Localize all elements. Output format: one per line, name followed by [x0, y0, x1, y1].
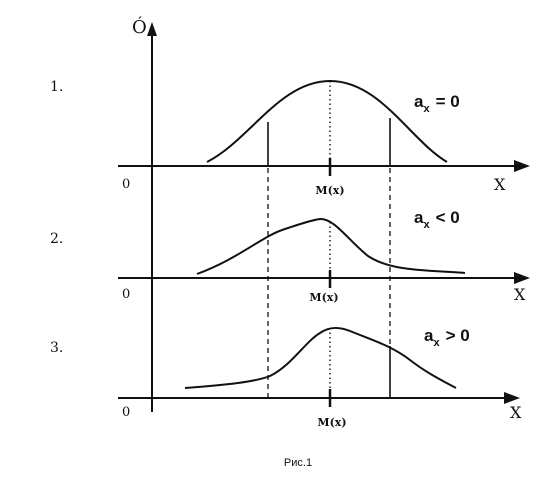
- panel-1-origin-label: 0: [122, 177, 130, 192]
- panel-1-density-curve: [206, 79, 448, 163]
- y-axis-label: Ó: [132, 15, 147, 38]
- panel-3-origin-label: 0: [122, 405, 130, 420]
- panel-1-mean-label: M(x): [315, 184, 344, 197]
- panel-1-x-axis-label: X: [494, 175, 506, 194]
- panel-3-x-axis-arrow: [504, 392, 520, 404]
- panel-3-number: 3.: [50, 340, 63, 356]
- panel-2-x-axis-label: X: [514, 285, 526, 304]
- panel-3-x-axis-label: X: [510, 403, 522, 422]
- panel-1-number: 1.: [50, 79, 63, 95]
- y-axis-arrow: [147, 22, 157, 36]
- panel-2-number: 2.: [50, 231, 63, 247]
- panel-2-density-curve: [196, 217, 466, 275]
- panel-2-x-axis-arrow: [514, 272, 530, 284]
- panel-1-asymmetry-label: ax = 0: [414, 92, 460, 115]
- panel-2-origin-label: 0: [122, 287, 130, 302]
- panel-3-density-curve: [184, 326, 457, 389]
- panel-1: 1. 0 X M(x) ax = 0: [50, 79, 530, 197]
- panel-3: 3. 0 X M(x) ax > 0: [50, 326, 522, 429]
- panel-3-mean-label: M(x): [317, 416, 346, 429]
- panel-3-asymmetry-label: ax > 0: [424, 326, 470, 349]
- panel-2-asymmetry-label: ax < 0: [414, 208, 460, 231]
- panel-2-mean-label: M(x): [309, 291, 338, 304]
- panel-1-x-axis-arrow: [514, 160, 530, 172]
- panel-2: 2. 0 X M(x) ax < 0: [50, 208, 530, 304]
- figure-caption: Рис.1: [284, 457, 312, 469]
